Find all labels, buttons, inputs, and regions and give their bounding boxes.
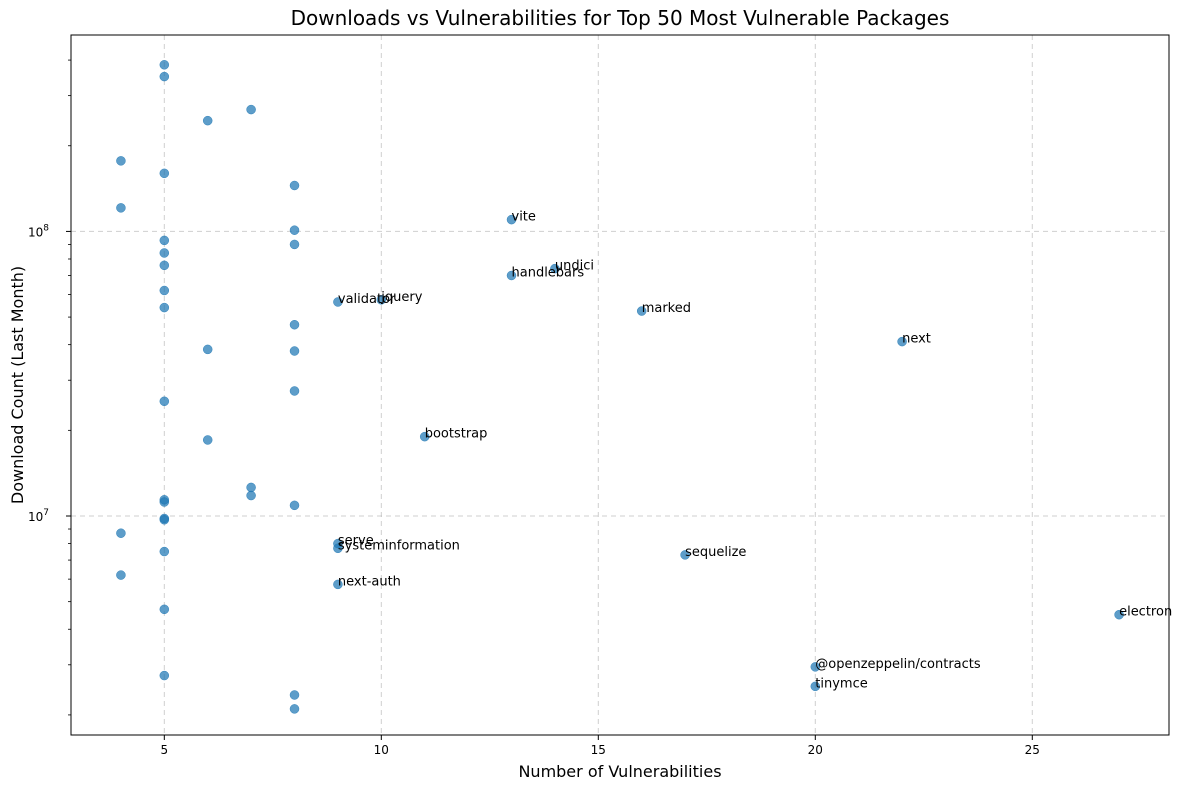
chart-title: Downloads vs Vulnerabilities for Top 50 … [291,6,950,30]
point-label: bootstrap [425,427,488,442]
y-tick-base: 10 [28,510,43,524]
scatter-point [159,497,170,507]
x-tick-label: 20 [808,743,823,757]
point-label: jquery [380,290,422,305]
scatter-point [636,306,647,316]
grid-lines [71,35,1169,735]
scatter-point [810,681,821,692]
point-label: next [902,332,931,347]
scatter-point [159,302,170,313]
scatter-point [333,543,343,554]
scatter-point [333,297,343,307]
y-axis-label: Download Count (Last Month) [8,266,27,504]
point-label: sequelize [685,545,746,560]
scatter-point [116,203,126,213]
scatter-point [289,690,300,700]
point-label: next-auth [338,574,401,589]
point-label: marked [642,301,691,316]
scatter-point [159,168,170,179]
scatter-point [116,570,126,580]
scatter-point [159,604,170,615]
scatter-point [333,579,343,590]
scatter-points [116,60,1124,714]
point-label: electron [1119,605,1172,620]
scatter-point [289,386,300,396]
scatter-point [289,239,300,250]
x-tick-label: 10 [374,743,389,757]
scatter-point [116,156,126,166]
scatter-point [116,528,126,538]
point-label: validator [338,292,396,307]
scatter-point [506,270,517,281]
scatter-point [289,319,300,330]
x-axis-label: Number of Vulnerabilities [518,762,721,781]
y-tick-exponent: 7 [43,508,49,518]
scatter-point [159,60,170,70]
point-label: undici [555,259,594,274]
scatter-point [246,104,256,115]
scatter-point [159,260,170,271]
scatter-point [202,344,213,355]
scatter-point [506,214,517,225]
y-tick-label: 107 [28,508,49,524]
scatter-point [202,435,213,445]
scatter-point [897,336,907,347]
plot-frame [70,34,1170,736]
scatter-point [159,546,170,557]
point-label: @openzeppelin/contracts [815,657,981,672]
point-label: systeminformation [338,538,460,553]
scatter-point [159,285,170,296]
scatter-point [159,248,170,258]
point-label: handlebars [512,265,585,280]
x-tick-label: 15 [591,743,606,757]
scatter-point [159,515,170,525]
x-tick-label: 5 [160,743,168,757]
scatter-point [289,346,300,356]
y-tick-exponent: 8 [43,223,49,233]
scatter-point [289,704,300,714]
x-axis-ticks: 5 10 15 20 25 [160,735,1040,757]
y-tick-base: 10 [28,225,43,239]
scatter-point [159,670,170,681]
scatter-point [1114,609,1124,620]
scatter-point [419,431,430,442]
scatter-point [680,550,690,560]
point-label: serve [338,534,374,549]
scatter-point [202,115,213,126]
scatter-point [159,396,170,407]
scatter-point [159,71,170,82]
scatter-point [246,490,256,501]
scatter-point [810,662,821,672]
scatter-point [159,235,170,246]
point-label: tinymce [815,676,867,691]
scatter-point [550,263,560,274]
x-tick-label: 25 [1025,743,1040,757]
scatter-point [289,225,300,235]
scatter-point [289,500,300,511]
point-label: vite [512,210,536,225]
scatter-point [376,295,387,305]
scatter-point [289,180,300,191]
y-tick-label: 108 [28,223,49,239]
scatter-point [246,482,256,493]
